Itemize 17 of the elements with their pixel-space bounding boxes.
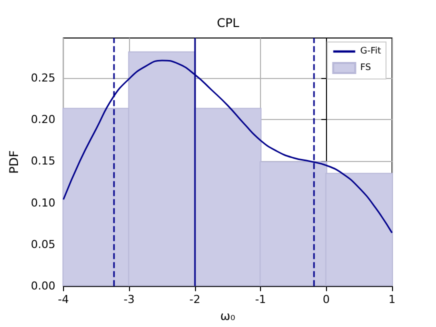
x-axis-title: ω₀ [220, 309, 236, 323]
legend-label: G-Fit [360, 46, 382, 56]
x-tick-label: -3 [124, 293, 135, 306]
chart-title: CPL [216, 16, 240, 30]
x-tick-label: -2 [189, 293, 200, 306]
y-tick-label: 0.05 [30, 238, 56, 251]
y-tick-label: 0.15 [30, 154, 56, 168]
y-tick-label: 0.10 [30, 196, 56, 210]
x-tick-label: 1 [388, 293, 396, 306]
x-tick-label: 0 [322, 293, 330, 306]
y-axis-title: PDF [7, 150, 21, 174]
y-tick-label: 0.25 [30, 71, 56, 84]
x-tick-label: -1 [255, 293, 266, 306]
y-tick-label: 0.20 [30, 113, 56, 126]
y-tick-label: 0.00 [30, 280, 56, 293]
legend-label: FS [360, 63, 372, 73]
x-tick-label: -4 [58, 293, 69, 306]
